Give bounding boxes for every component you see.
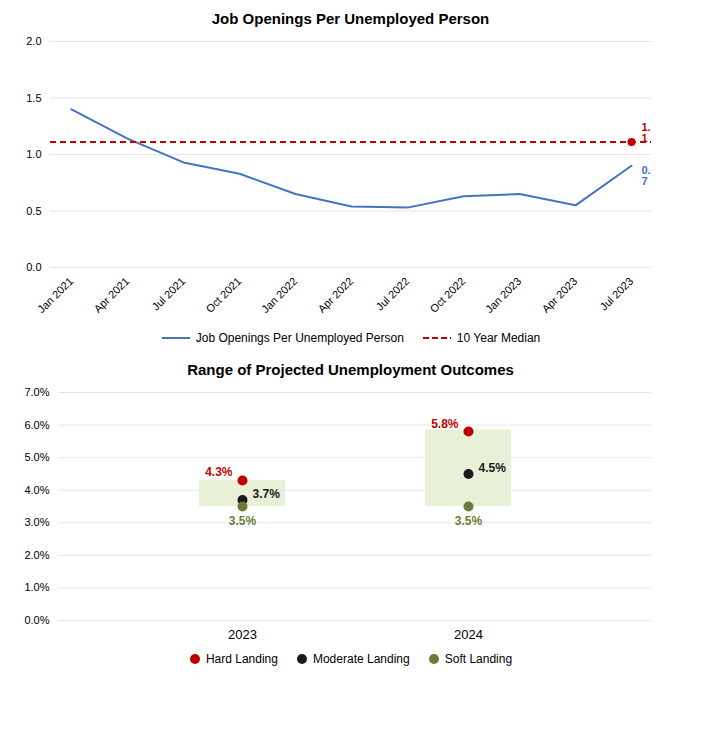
svg-text:Jul 2022: Jul 2022: [374, 275, 412, 313]
svg-text:3.5%: 3.5%: [455, 514, 483, 528]
svg-text:Jan 2021: Jan 2021: [35, 275, 75, 315]
svg-text:Oct 2021: Oct 2021: [203, 275, 243, 315]
svg-text:4.0%: 4.0%: [24, 484, 49, 496]
svg-text:7.0%: 7.0%: [24, 386, 49, 398]
svg-text:Jul 2021: Jul 2021: [150, 275, 188, 313]
html-text:Job Openings Per Unemployed Pe: Job Openings Per Unemployed Person: [211, 10, 490, 27]
svg-text:2.0: 2.0: [26, 35, 41, 47]
svg-text:0.7: 0.7: [642, 164, 651, 187]
svg-text:6.0%: 6.0%: [24, 419, 49, 431]
svg-text:1.1: 1.1: [642, 121, 651, 144]
svg-text:Jan 2023: Jan 2023: [483, 275, 523, 315]
svg-text:Apr 2023: Apr 2023: [539, 275, 579, 315]
svg-text:Apr 2021: Apr 2021: [91, 275, 131, 315]
svg-text:0.0%: 0.0%: [24, 614, 49, 626]
svg-text:4.3%: 4.3%: [205, 465, 233, 479]
svg-text:1.0: 1.0: [26, 148, 41, 160]
html-text:Range of Projected Unemploymen: Range of Projected Unemployment Outcomes: [187, 361, 514, 378]
svg-text:1.0%: 1.0%: [24, 581, 49, 593]
svg-text:3.7%: 3.7%: [253, 487, 281, 501]
html-text:Soft Landing: Soft Landing: [444, 652, 513, 666]
svg-text:Jul 2023: Jul 2023: [598, 275, 636, 313]
svg-text:2.0%: 2.0%: [24, 549, 49, 561]
svg-text:2024: 2024: [454, 627, 483, 642]
svg-text:Oct 2022: Oct 2022: [427, 275, 467, 315]
svg-text:3.5%: 3.5%: [229, 514, 257, 528]
svg-text:5.8%: 5.8%: [431, 417, 459, 431]
svg-text:2023: 2023: [228, 627, 257, 642]
svg-text:4.5%: 4.5%: [479, 461, 507, 475]
svg-text:0.5: 0.5: [26, 205, 41, 217]
svg-text:Apr 2022: Apr 2022: [315, 275, 355, 315]
svg-text:0.0: 0.0: [26, 261, 41, 273]
html-text:Hard Landing: Hard Landing: [205, 652, 278, 666]
html-text:10 Year Median: 10 Year Median: [456, 331, 541, 345]
svg-text:5.0%: 5.0%: [24, 451, 49, 463]
html-text:Job Openings Per Unemployed Pe: Job Openings Per Unemployed Person: [195, 331, 404, 345]
svg-text:1.5: 1.5: [26, 92, 41, 104]
svg-text:3.0%: 3.0%: [24, 516, 49, 528]
svg-text:Jan 2022: Jan 2022: [259, 275, 299, 315]
html-text:Moderate Landing: Moderate Landing: [313, 652, 410, 666]
